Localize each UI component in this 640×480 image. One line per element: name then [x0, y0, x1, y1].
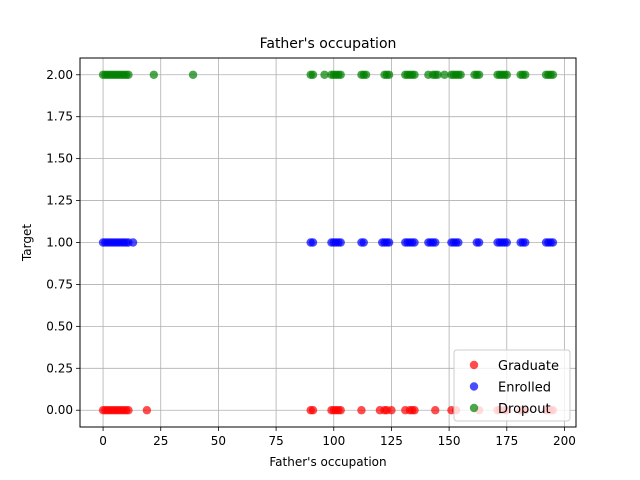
graduate-point [308, 406, 318, 415]
dropout-point [433, 70, 442, 79]
enrolled-point [410, 238, 419, 247]
dropout-legend-marker [469, 403, 479, 413]
y-tick-label: 1.75 [46, 110, 73, 124]
enrolled-point [128, 238, 138, 247]
dropout-point [149, 70, 159, 79]
graduate-legend-label: Graduate [498, 359, 559, 374]
y-tick-label: 1.25 [46, 194, 73, 208]
graduate-point [410, 406, 419, 415]
x-tick-label: 50 [211, 434, 226, 448]
dropout-point [188, 70, 198, 79]
y-tick-label: 0.00 [46, 403, 73, 417]
graduate-point [387, 406, 396, 415]
y-tick-label: 0.50 [46, 319, 73, 333]
x-tick-label: 0 [99, 434, 107, 448]
enrolled-point [431, 238, 440, 247]
graduate-point [142, 406, 152, 415]
dropout-point [320, 70, 329, 79]
dropout-point [548, 70, 558, 79]
y-tick-label: 0.25 [46, 361, 73, 375]
enrolled-legend-label: Enrolled [498, 381, 551, 396]
dropout-point [308, 70, 318, 79]
enrolled-point [384, 238, 394, 247]
enrolled-point [521, 238, 530, 247]
graduate-point [431, 406, 440, 415]
enrolled-legend-marker [469, 382, 479, 391]
dropout-point [440, 70, 449, 79]
enrolled-point [454, 238, 463, 247]
enrolled-point [474, 238, 484, 247]
x-tick-label: 25 [153, 434, 168, 448]
dropout-point [410, 70, 419, 79]
dropout-point [384, 70, 394, 79]
x-axis-label: Father's occupation [269, 455, 386, 469]
enrolled-point [336, 238, 345, 247]
chart-title: Father's occupation [260, 36, 397, 52]
x-tick-label: 150 [438, 434, 461, 448]
graduate-point [357, 406, 366, 415]
axis-ticks: 0 25 50 75 100 125 150 175 200 0.00 0.25 0.50 0.75 1.… [46, 68, 576, 448]
enrolled-point [359, 238, 368, 247]
dropout-point [521, 70, 530, 79]
graduate-point [124, 406, 133, 415]
x-tick-label: 175 [495, 434, 518, 448]
enrolled-point [548, 238, 558, 247]
data-points [98, 70, 558, 415]
y-tick-label: 1.00 [46, 236, 73, 250]
dropout-legend-label: Dropout [498, 402, 551, 417]
x-tick-label: 100 [322, 434, 345, 448]
x-tick-label: 75 [268, 434, 283, 448]
legend: Graduate Enrolled Dropout [453, 349, 571, 422]
enrolled-point [502, 238, 511, 247]
x-tick-label: 200 [553, 434, 576, 448]
dropout-point [336, 70, 345, 79]
y-tick-label: 2.00 [46, 68, 73, 82]
dropout-point [456, 70, 465, 79]
legend-box [453, 349, 571, 422]
graduate-point [336, 406, 345, 415]
y-tick-label: 1.50 [46, 152, 73, 166]
y-axis-label: Target [20, 224, 34, 262]
graduate-legend-marker [469, 360, 479, 370]
y-tick-label: 0.75 [46, 277, 73, 291]
x-tick-label: 125 [380, 434, 403, 448]
enrolled-point [308, 238, 318, 247]
dropout-point [474, 70, 484, 79]
dropout-point [124, 70, 133, 79]
dropout-point [502, 70, 511, 79]
dropout-point [361, 70, 371, 79]
